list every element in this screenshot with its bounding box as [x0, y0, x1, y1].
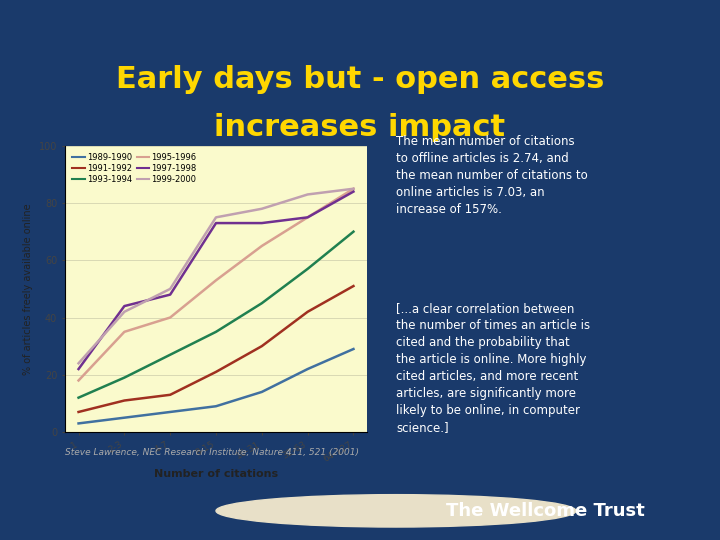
Y-axis label: % of articles freely available online: % of articles freely available online [23, 203, 33, 375]
Text: [...a clear correlation between
the number of times an article is
cited and the : [...a clear correlation between the numb… [396, 302, 590, 434]
Text: The mean number of citations
to offline articles is 2.74, and
the mean number of: The mean number of citations to offline … [396, 135, 588, 216]
Circle shape [216, 495, 576, 527]
X-axis label: Number of citations: Number of citations [154, 469, 278, 479]
Legend: 1989-1990, 1991-1992, 1993-1994, 1995-1996, 1997-1998, 1999-2000: 1989-1990, 1991-1992, 1993-1994, 1995-19… [69, 150, 200, 187]
Text: The Wellcome Trust: The Wellcome Trust [446, 502, 645, 520]
Text: Steve Lawrence, NEC Research Institute, Nature 411, 521 (2001): Steve Lawrence, NEC Research Institute, … [65, 448, 359, 457]
Text: increases impact: increases impact [215, 113, 505, 143]
Text: Early days but - open access: Early days but - open access [116, 65, 604, 94]
